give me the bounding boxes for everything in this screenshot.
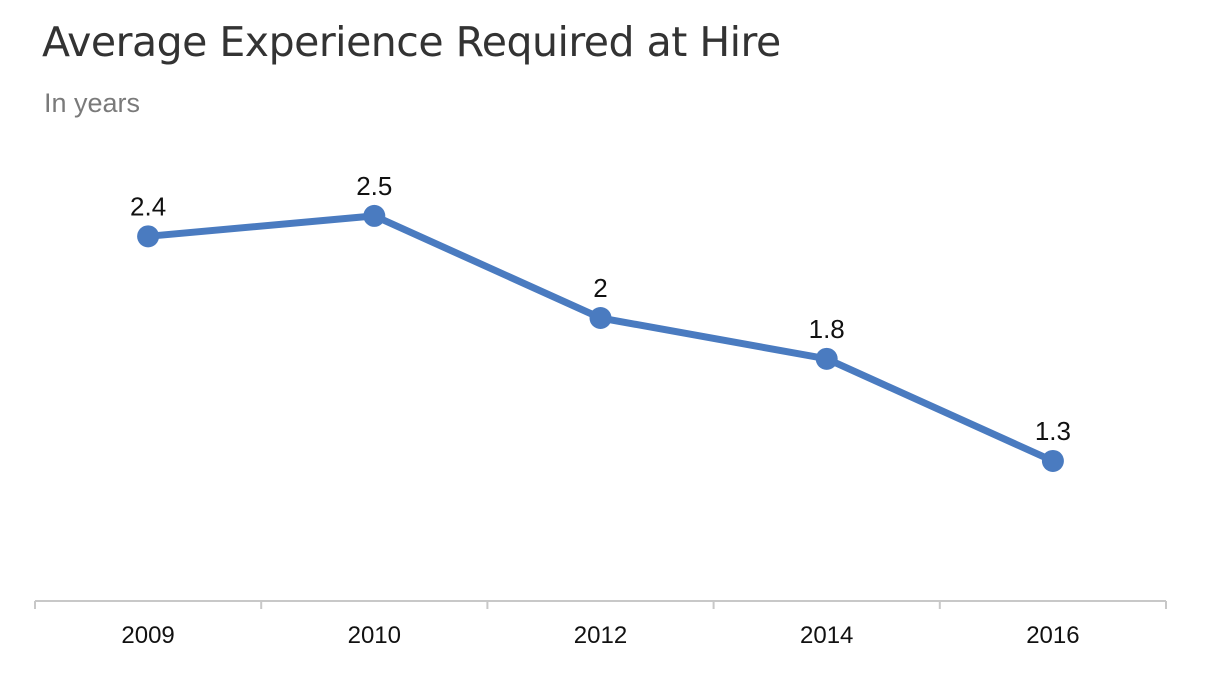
x-tick-label-2012: 2012 (574, 622, 627, 649)
series-line (144, 212, 1057, 465)
data-labels: 2.4 2.5 2 1.8 1.3 (130, 171, 1071, 446)
data-label-2016: 1.3 (1035, 416, 1071, 446)
data-label-2014: 1.8 (809, 314, 845, 344)
series-line-layer (144, 212, 1057, 465)
data-point-2016 (1041, 449, 1064, 472)
data-points (137, 204, 1064, 472)
x-tick-label-2009: 2009 (121, 622, 174, 649)
data-point-2014 (815, 347, 838, 370)
x-tick-label-2014: 2014 (800, 622, 853, 649)
x-tick-label-2016: 2016 (1026, 622, 1079, 649)
x-tick-label-2010: 2010 (348, 622, 401, 649)
data-label-2009: 2.4 (130, 191, 166, 221)
data-label-2010: 2.5 (356, 171, 392, 201)
chart-subtitle: In years (44, 88, 141, 118)
x-axis: 2009 2010 2012 2014 2016 (34, 600, 1167, 649)
data-point-2010 (363, 204, 386, 227)
chart-title: Average Experience Required at Hire (42, 18, 781, 66)
data-label-2012: 2 (593, 273, 607, 303)
data-point-2012 (589, 307, 612, 329)
data-point-2009 (137, 225, 160, 248)
